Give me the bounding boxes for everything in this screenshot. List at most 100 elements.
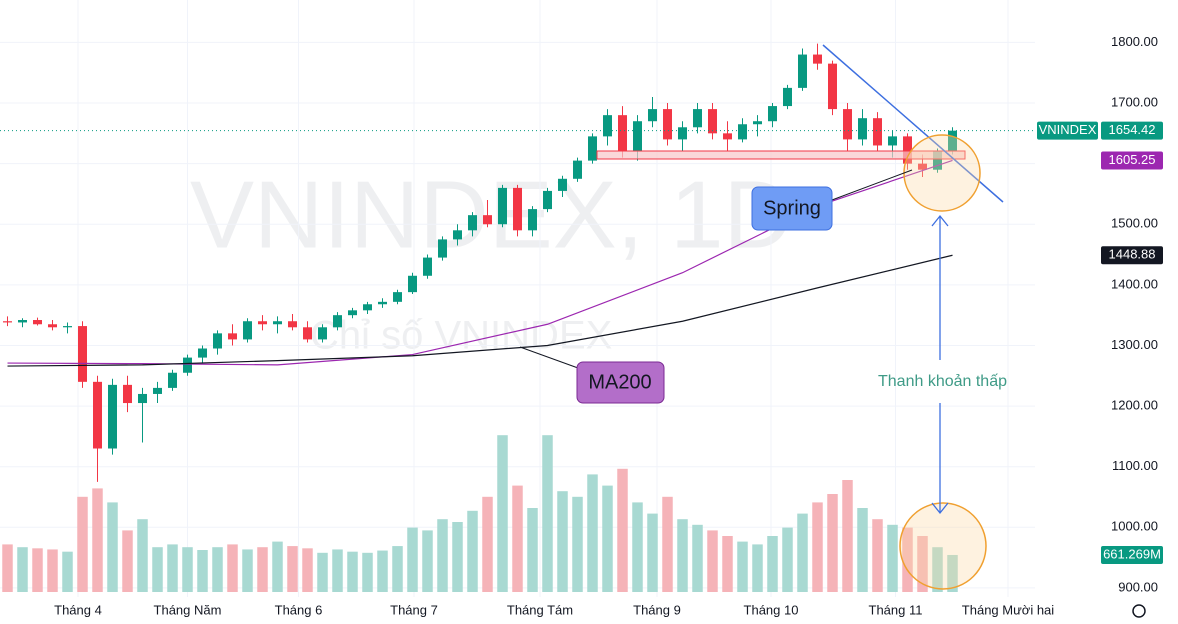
candle-body [63, 326, 72, 328]
candle-body [153, 387, 162, 394]
x-tick-label: Tháng 6 [275, 602, 323, 617]
volume-bar [257, 547, 268, 592]
settings-icon[interactable] [1132, 604, 1146, 618]
candle-body [33, 320, 42, 325]
y-tick-label: 1700.00 [1111, 94, 1158, 109]
candle-body [738, 124, 747, 140]
candle-body [378, 301, 387, 305]
candle-body [498, 187, 507, 225]
candle-body [528, 209, 537, 231]
volume-bar [827, 494, 838, 592]
volume-bar [692, 524, 703, 592]
volume-bar [107, 502, 118, 592]
volume-label-bg [1101, 545, 1163, 564]
volume-bar [722, 536, 733, 592]
candle-body [843, 109, 852, 140]
volume-bar [662, 496, 673, 592]
volume-bar [572, 496, 583, 592]
volume-bar [62, 551, 73, 592]
volume-bar [47, 549, 58, 592]
callout-text: MA200 [588, 371, 651, 393]
x-tick-label: Tháng 9 [633, 602, 681, 617]
candle-body [453, 230, 462, 240]
callout-text: Spring [763, 197, 821, 219]
candle-body [168, 372, 177, 388]
candle-body [873, 118, 882, 146]
volume-bar [902, 527, 913, 592]
y-tick-label: 1200.00 [1111, 398, 1158, 413]
trend-line [822, 44, 1004, 203]
candle-body [693, 109, 702, 128]
y-tick-label: 1400.00 [1111, 276, 1158, 291]
volume-bar [932, 547, 943, 592]
candle-body [513, 187, 522, 231]
candle-body [348, 310, 357, 316]
candle-body [258, 321, 267, 325]
candle-body [183, 357, 192, 373]
volume-bar [212, 547, 223, 592]
watermark: VNINDEX, 1D [190, 161, 793, 268]
volume-bar [2, 544, 13, 592]
volume-bar [647, 513, 658, 592]
volume-bar [842, 480, 853, 592]
x-tick-label: Tháng Năm [154, 602, 222, 617]
support-zone [596, 150, 966, 160]
candle-body [933, 151, 942, 170]
candle-body [918, 163, 927, 170]
candle-body [708, 109, 717, 134]
candle-body [393, 292, 402, 302]
volume-bar [917, 536, 928, 592]
candle-body [48, 324, 57, 328]
y-tick-label: 1000.00 [1111, 519, 1158, 534]
arrow-head [931, 502, 949, 515]
highlight-circle [903, 134, 981, 212]
price-axis: 1800.001700.001600.001500.001400.001300.… [54, 34, 1163, 617]
ma-value-label: 1605.25 [1109, 152, 1156, 167]
candle-body [633, 121, 642, 152]
volume-bar [737, 541, 748, 592]
volume-bar [797, 513, 808, 592]
volume-bar [602, 485, 613, 592]
candle-body [858, 118, 867, 140]
candle-body [123, 384, 132, 404]
series-name-label-bg [1037, 121, 1098, 140]
volume-bar [242, 549, 253, 592]
volume-bar [587, 474, 598, 592]
candle-body [753, 121, 762, 125]
volume-bar [812, 502, 823, 592]
candle-body [438, 239, 447, 258]
candle-body [198, 348, 207, 358]
volume-bar [122, 530, 133, 592]
volume-label: 661.269M [1103, 546, 1161, 561]
candle-body [288, 321, 297, 328]
candle-body [108, 384, 117, 449]
volume-bar [227, 544, 238, 592]
candle-body [303, 327, 312, 340]
volume-bar [542, 435, 553, 592]
ma-value-label: 1448.88 [1109, 247, 1156, 262]
moving-average [7, 254, 953, 367]
volume-bar [272, 541, 283, 592]
callout-pointer [519, 346, 579, 369]
highlight-circle [899, 502, 987, 590]
candle-body [813, 54, 822, 64]
volume-bar [362, 552, 373, 592]
candle-body [423, 257, 432, 276]
x-tick-label: Tháng 7 [390, 602, 438, 617]
volume-bar [677, 519, 688, 592]
candle-body [723, 133, 732, 140]
y-tick-label: 1800.00 [1111, 34, 1158, 49]
x-tick-label: Tháng 11 [869, 602, 923, 617]
candle-body [363, 304, 372, 311]
callout-pointer [831, 169, 913, 201]
volume-bar [32, 548, 43, 592]
volume-bar [617, 468, 628, 592]
candle-body [783, 87, 792, 107]
candle-body [333, 315, 342, 328]
volume-bar [197, 550, 208, 592]
volume-bar [392, 546, 403, 592]
x-tick-label: Tháng 10 [744, 602, 799, 617]
volume-bar [527, 508, 538, 592]
